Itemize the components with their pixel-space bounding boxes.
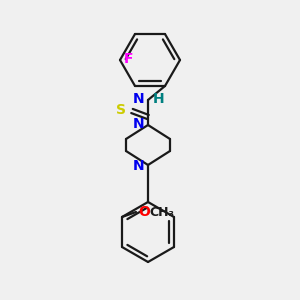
Text: N: N [132,92,144,106]
Text: S: S [116,103,126,117]
Text: O: O [138,205,150,219]
Text: N: N [132,159,144,173]
Text: N: N [132,117,144,131]
Text: F: F [124,52,134,66]
Text: H: H [153,92,165,106]
Text: CH₃: CH₃ [149,206,174,218]
